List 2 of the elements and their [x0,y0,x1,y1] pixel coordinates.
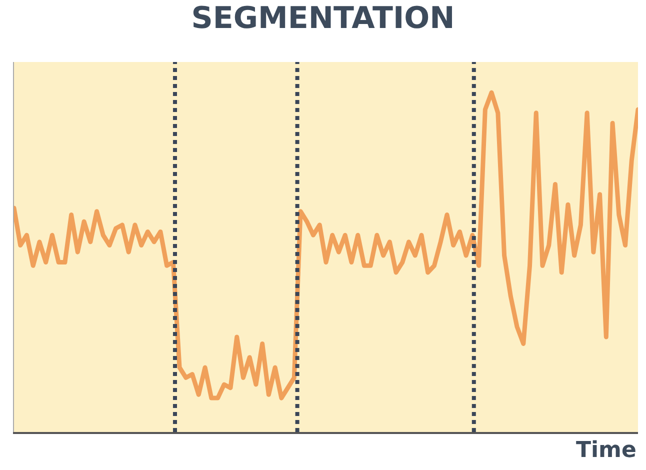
x-axis-title: Time [576,438,636,463]
chart-title: SEGMENTATION [191,1,455,36]
